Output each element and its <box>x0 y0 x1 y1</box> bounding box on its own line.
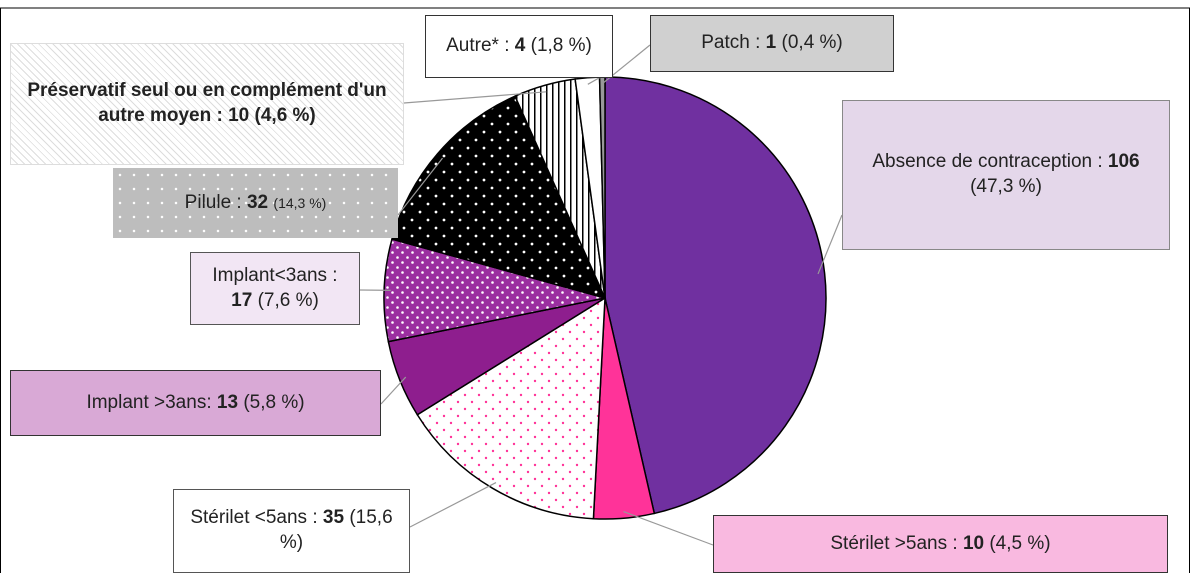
label-text: Pilule : 32 (14,3 %) <box>185 191 327 216</box>
count-label: 17 <box>231 289 253 311</box>
leader-line <box>397 157 443 216</box>
label-text: Stérilet >5ans : 10 (4,5 %) <box>830 532 1050 557</box>
count-label: 10 <box>228 105 250 126</box>
slice-label: Pilule : 32 (14,3 %) <box>113 168 398 238</box>
label-text: Implant<3ans : 17 (7,6 %) <box>201 264 349 313</box>
percent-label: (7,6 %) <box>257 289 319 311</box>
category-name: Préservatif seul ou en complément d'un a… <box>27 80 387 126</box>
percent-label: (15,6 %) <box>279 507 393 553</box>
count-label: 32 <box>246 191 269 213</box>
slice-label: Implant<3ans : 17 (7,6 %) <box>190 252 360 325</box>
slice-label: Stérilet <5ans : 35 (15,6 %) <box>173 489 410 573</box>
category-name: Implant<3ans : <box>212 264 338 286</box>
category-name: Implant >3ans: <box>86 391 212 413</box>
category-name: Absence de contraception : <box>872 151 1103 173</box>
category-name: Stérilet <5ans : <box>190 507 318 529</box>
count-label: 13 <box>216 391 239 413</box>
slice-label: Absence de contraception : 106 (47,3 %) <box>842 100 1170 250</box>
pie-slice <box>416 296 606 520</box>
label-text: Stérilet <5ans : 35 (15,6 %) <box>184 506 399 555</box>
leader-line <box>409 482 497 528</box>
leader-line <box>403 91 547 104</box>
slice-label: Patch : 1 (0,4 %) <box>650 15 894 72</box>
slice-label: Autre* : 4 (1,8 %) <box>425 15 613 78</box>
label-text: Autre* : 4 (1,8 %) <box>446 34 592 59</box>
count-label: 1 <box>765 32 777 54</box>
label-text: Absence de contraception : 106 (47,3 %) <box>853 150 1159 199</box>
percent-label: (1,8 %) <box>530 35 592 57</box>
pie-slice <box>604 76 827 515</box>
slice-label: Préservatif seul ou en complément d'un a… <box>10 43 404 165</box>
count-label: 4 <box>514 35 526 57</box>
slice-label: Stérilet >5ans : 10 (4,5 %) <box>713 515 1168 573</box>
percent-label: (5,8 %) <box>243 391 305 413</box>
category-name: Stérilet >5ans : <box>830 532 958 554</box>
category-name: Patch : <box>701 32 761 54</box>
label-text: Préservatif seul ou en complément d'un a… <box>21 79 393 128</box>
percent-label: (4,6 %) <box>254 105 316 126</box>
count-label: 10 <box>962 532 985 554</box>
count-label: 106 <box>1107 151 1140 173</box>
percent-label: (4,5 %) <box>989 532 1051 554</box>
slice-label: Implant >3ans: 13 (5,8 %) <box>10 370 381 436</box>
leader-line <box>817 214 843 275</box>
category-name: Pilule : <box>184 191 242 213</box>
count-label: 35 <box>322 507 345 529</box>
leader-line <box>380 376 407 405</box>
label-text: Patch : 1 (0,4 %) <box>701 31 843 56</box>
leader-line <box>623 511 714 546</box>
percent-label: (0,4 %) <box>781 32 843 54</box>
category-name: Autre* : <box>446 35 510 57</box>
label-text: Implant >3ans: 13 (5,8 %) <box>86 391 304 416</box>
percent-label: (14,3 %) <box>273 194 327 211</box>
percent-label: (47,3 %) <box>970 176 1042 197</box>
